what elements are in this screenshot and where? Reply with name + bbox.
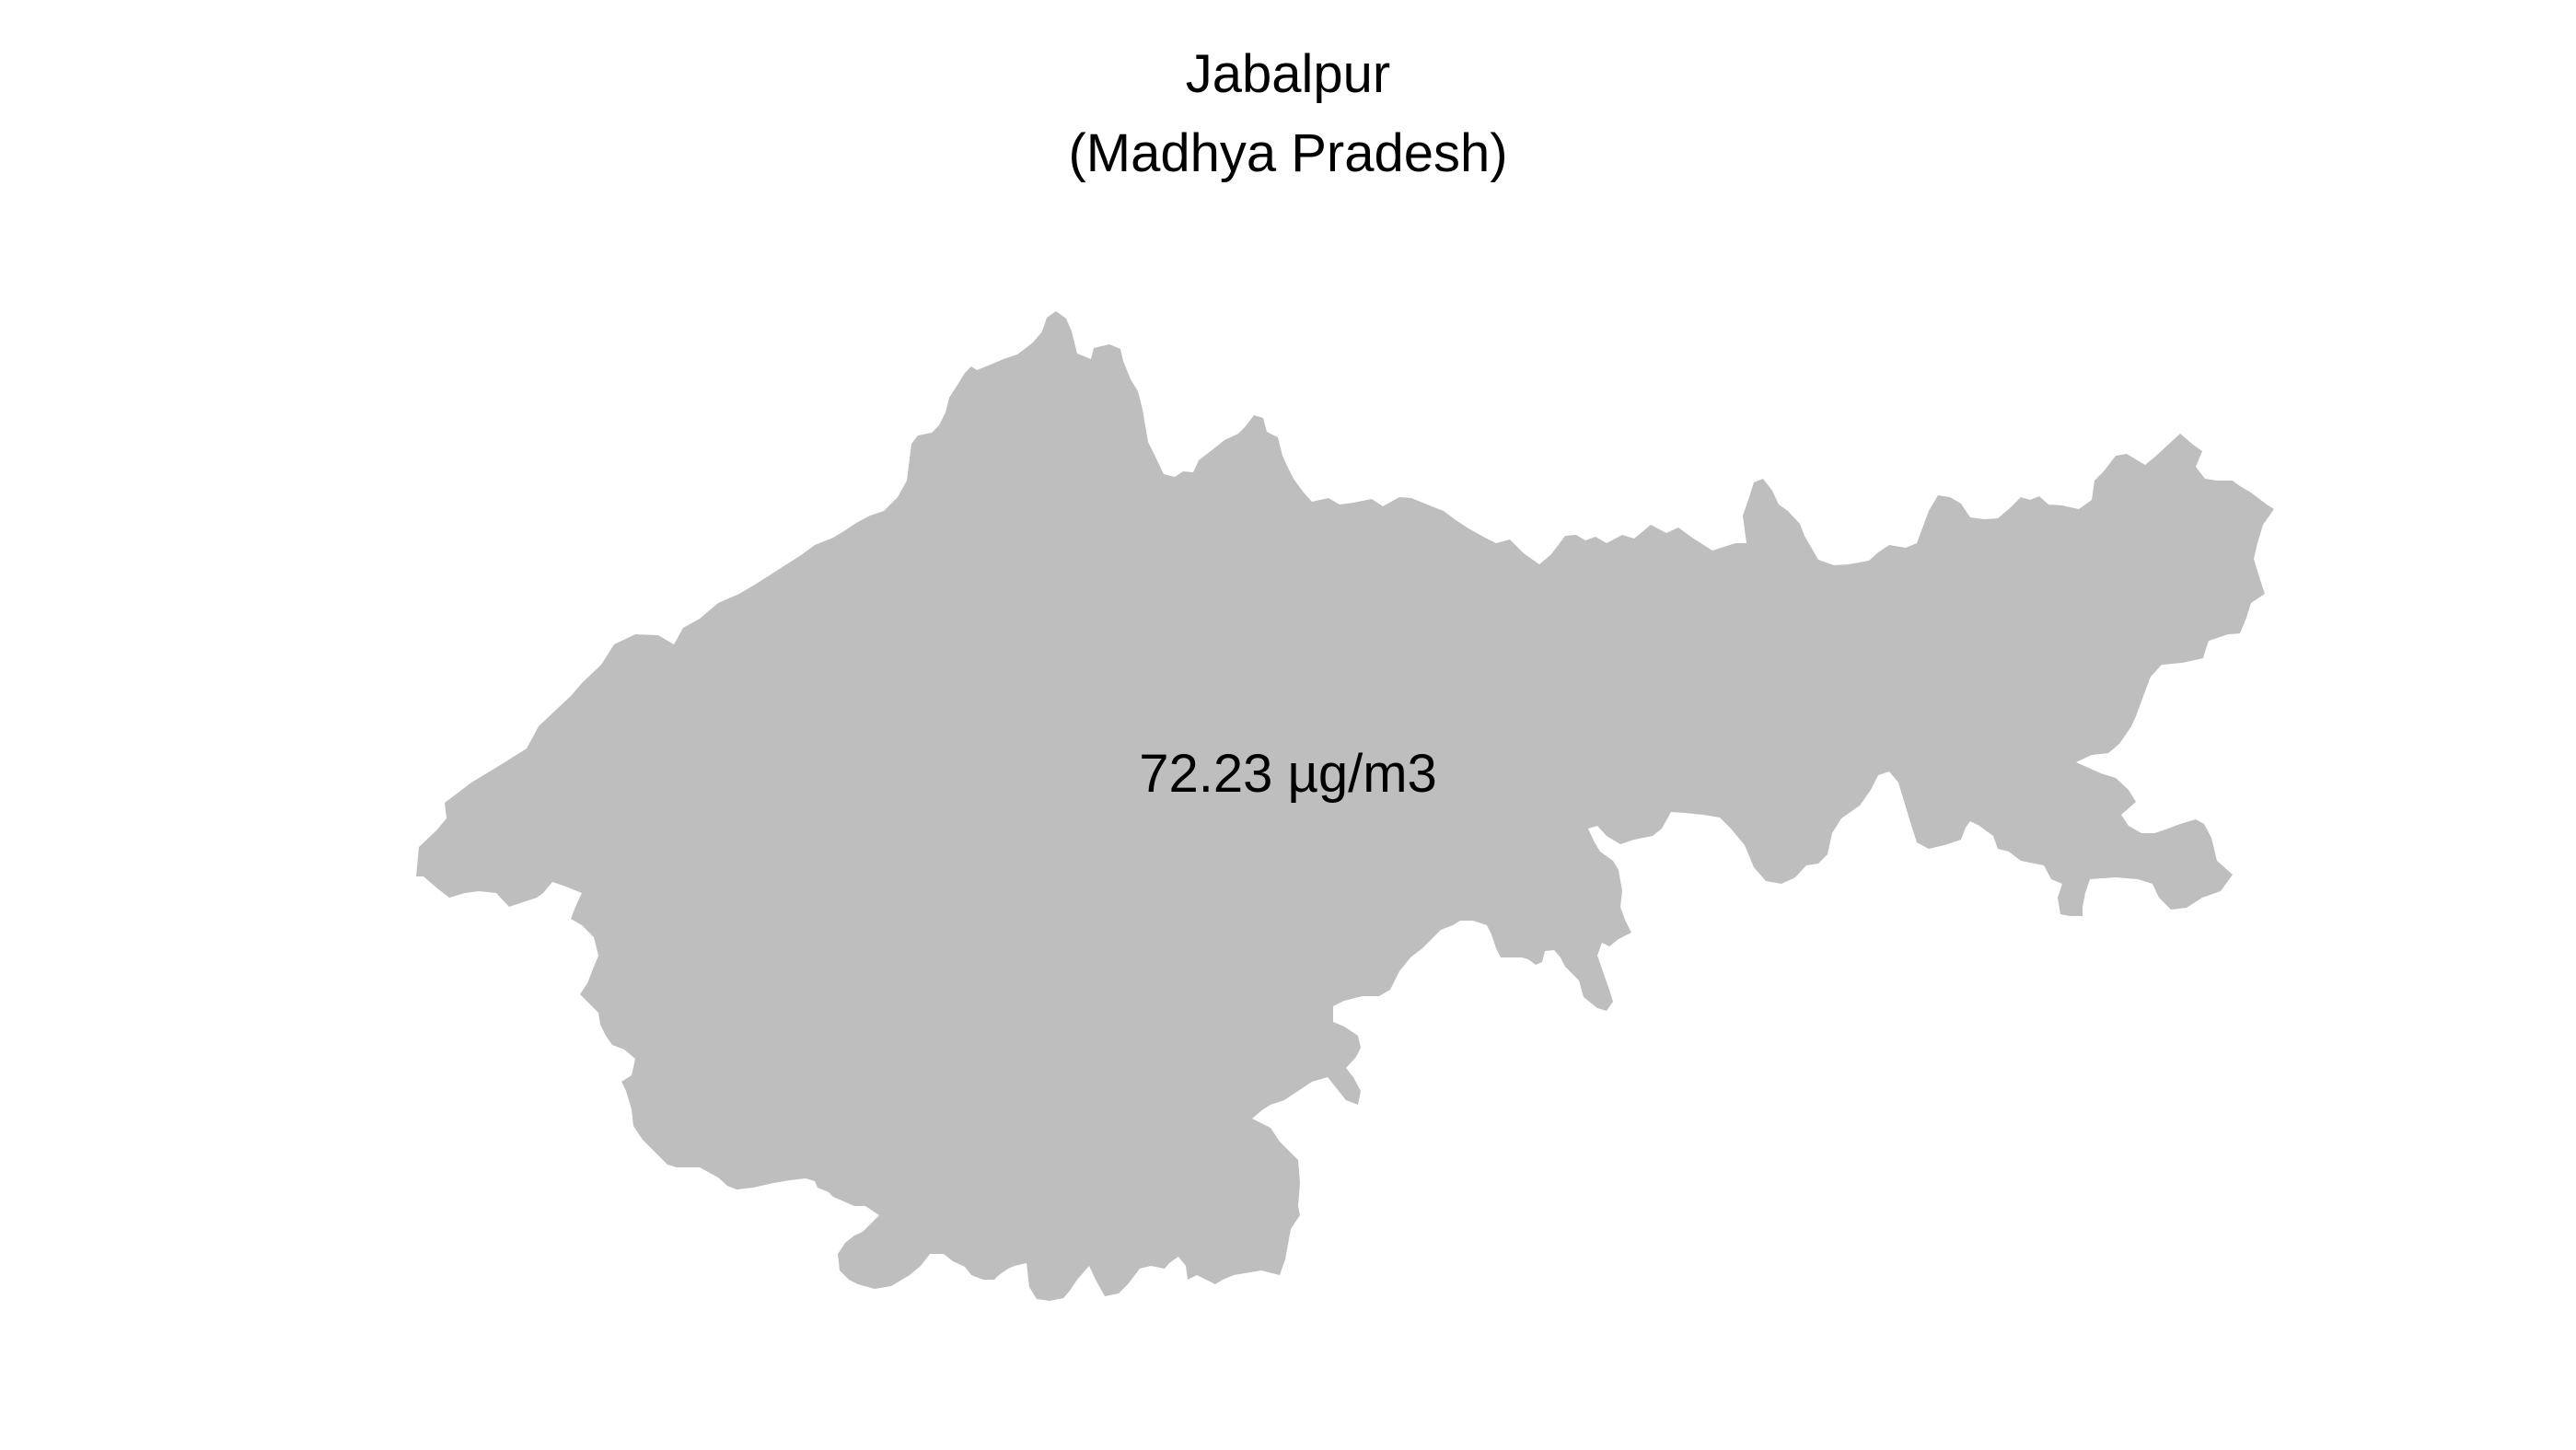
map-subtitle: (Madhya Pradesh) [1068,123,1508,183]
map-title-block: Jabalpur (Madhya Pradesh) [0,35,2576,193]
map-title: Jabalpur [1185,44,1391,104]
district-shape [416,311,2274,1301]
aqi-value-label: 72.23 µg/m3 [1139,744,1437,804]
